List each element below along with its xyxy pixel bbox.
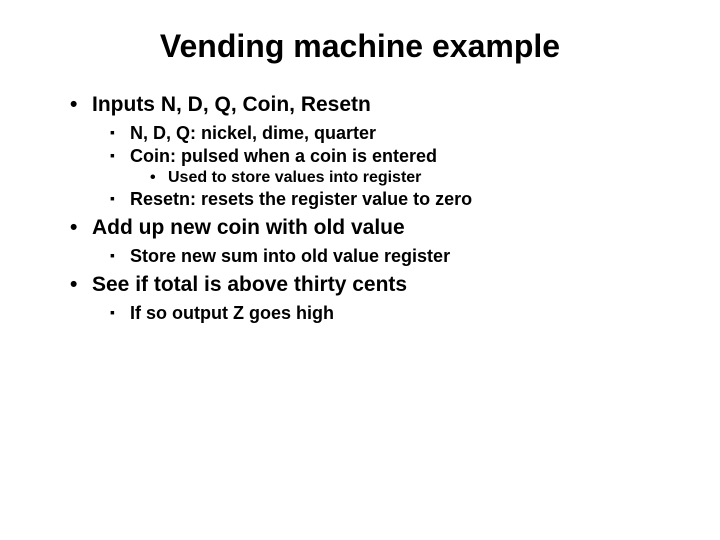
bullet-total-sub: If so output Z goes high [64,303,720,324]
bullet-coin-sub: Used to store values into register [108,169,720,187]
bullet-addup: Add up new coin with old value [64,216,720,240]
bullet-store-values: Used to store values into register [148,169,720,187]
bullet-inputs: Inputs N, D, Q, Coin, Resetn [64,93,720,117]
slide-body: Inputs N, D, Q, Coin, Resetn N, D, Q: ni… [0,93,720,324]
bullet-inputs-sub: N, D, Q: nickel, dime, quarter Coin: pul… [64,123,720,210]
bullet-output-z: If so output Z goes high [108,303,720,324]
bullet-total: See if total is above thirty cents [64,273,720,297]
bullet-addup-sub: Store new sum into old value register [64,246,720,267]
bullet-ndq: N, D, Q: nickel, dime, quarter [108,123,720,144]
bullet-resetn: Resetn: resets the register value to zer… [108,189,720,210]
slide-title: Vending machine example [0,28,720,65]
bullet-coin: Coin: pulsed when a coin is entered [108,146,720,167]
bullet-store-sum: Store new sum into old value register [108,246,720,267]
